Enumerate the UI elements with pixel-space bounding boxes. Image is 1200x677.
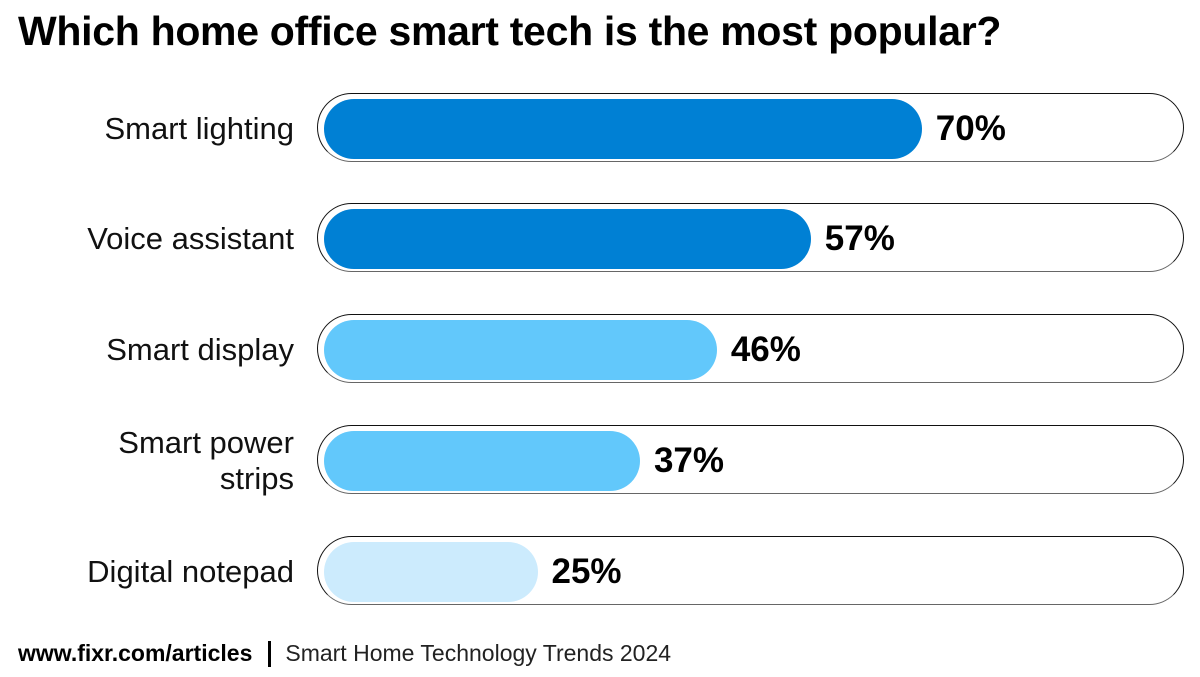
bar-row: Smart lighting 70% (0, 93, 1200, 164)
bar-row: Smart power strips 37% (0, 425, 1200, 496)
bar (324, 431, 640, 491)
category-label: Voice assistant (87, 220, 294, 256)
category-label: Smart power strips (118, 424, 294, 496)
bar-row: Digital notepad 25% (0, 536, 1200, 607)
value-label: 57% (824, 218, 895, 258)
bar (324, 99, 922, 159)
bar (324, 320, 717, 380)
value-label: 46% (730, 329, 801, 369)
footer: www.fixr.com/articles Smart Home Technol… (18, 640, 671, 667)
bar-track (317, 314, 1184, 383)
bar-row: Smart display 46% (0, 314, 1200, 385)
bar-track (317, 536, 1184, 605)
chart-title: Which home office smart tech is the most… (18, 8, 1002, 54)
value-label: 25% (551, 551, 622, 591)
source-note: Smart Home Technology Trends 2024 (285, 640, 672, 666)
category-label: Smart lighting (104, 110, 294, 146)
bar-track (317, 425, 1184, 494)
source-link[interactable]: www.fixr.com/articles (18, 640, 253, 666)
category-label: Smart display (106, 331, 294, 367)
bar (324, 542, 538, 602)
category-label: Digital notepad (87, 553, 294, 589)
bar-track (317, 203, 1184, 272)
value-label: 37% (653, 440, 725, 480)
bar (324, 209, 811, 269)
divider (268, 640, 272, 667)
bar-track (317, 93, 1184, 162)
value-label: 70% (935, 108, 1006, 148)
bar-row: Voice assistant 57% (0, 203, 1200, 274)
